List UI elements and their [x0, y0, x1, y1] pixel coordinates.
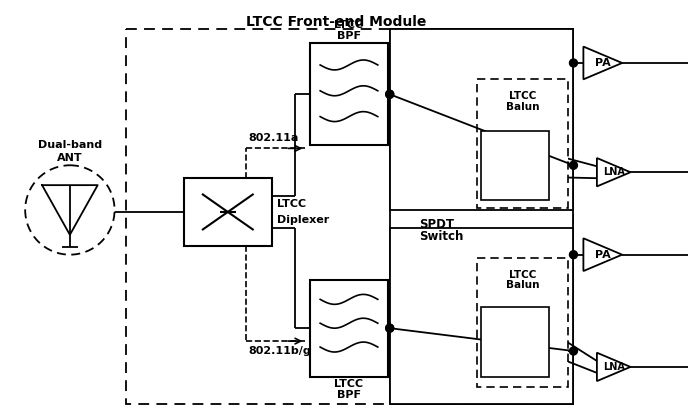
- Text: LTCC: LTCC: [509, 91, 536, 101]
- Text: 802.11a: 802.11a: [248, 133, 299, 143]
- Text: LNA: LNA: [603, 167, 625, 177]
- Text: Diplexer: Diplexer: [277, 215, 329, 225]
- Bar: [477, 258, 569, 387]
- Bar: [390, 29, 574, 210]
- Polygon shape: [597, 353, 630, 381]
- Bar: [477, 79, 569, 208]
- Text: LNA: LNA: [603, 362, 625, 372]
- Text: BPF: BPF: [337, 31, 361, 41]
- Bar: [127, 29, 574, 404]
- Circle shape: [570, 162, 577, 169]
- Bar: [481, 307, 549, 377]
- Circle shape: [385, 324, 394, 332]
- Polygon shape: [597, 158, 630, 187]
- Text: 802.11b/g: 802.11b/g: [248, 346, 311, 356]
- Circle shape: [570, 250, 577, 259]
- Bar: [310, 279, 388, 377]
- Bar: [390, 228, 574, 404]
- Text: LTCC: LTCC: [509, 269, 536, 280]
- Text: LTCC: LTCC: [334, 379, 363, 389]
- Circle shape: [385, 324, 394, 332]
- Text: PA: PA: [595, 250, 610, 260]
- Text: SPDT: SPDT: [419, 218, 455, 231]
- Text: LTCC: LTCC: [334, 20, 363, 30]
- Circle shape: [570, 59, 577, 67]
- Circle shape: [385, 90, 394, 98]
- Text: PA: PA: [595, 58, 610, 68]
- Polygon shape: [583, 238, 622, 271]
- Text: Balun: Balun: [506, 102, 540, 112]
- Bar: [481, 131, 549, 200]
- Text: Switch: Switch: [419, 230, 464, 243]
- Text: BPF: BPF: [337, 390, 361, 400]
- Text: LTCC: LTCC: [277, 199, 307, 209]
- Circle shape: [25, 165, 115, 255]
- Text: LTCC Front-end Module: LTCC Front-end Module: [246, 15, 426, 29]
- Circle shape: [385, 90, 394, 98]
- Bar: [310, 43, 388, 145]
- Text: Dual-band: Dual-band: [38, 140, 102, 150]
- Circle shape: [570, 347, 577, 355]
- Bar: [184, 178, 271, 246]
- Text: ANT: ANT: [57, 153, 82, 163]
- Text: Balun: Balun: [506, 281, 540, 290]
- Polygon shape: [583, 47, 622, 80]
- Bar: [390, 29, 574, 404]
